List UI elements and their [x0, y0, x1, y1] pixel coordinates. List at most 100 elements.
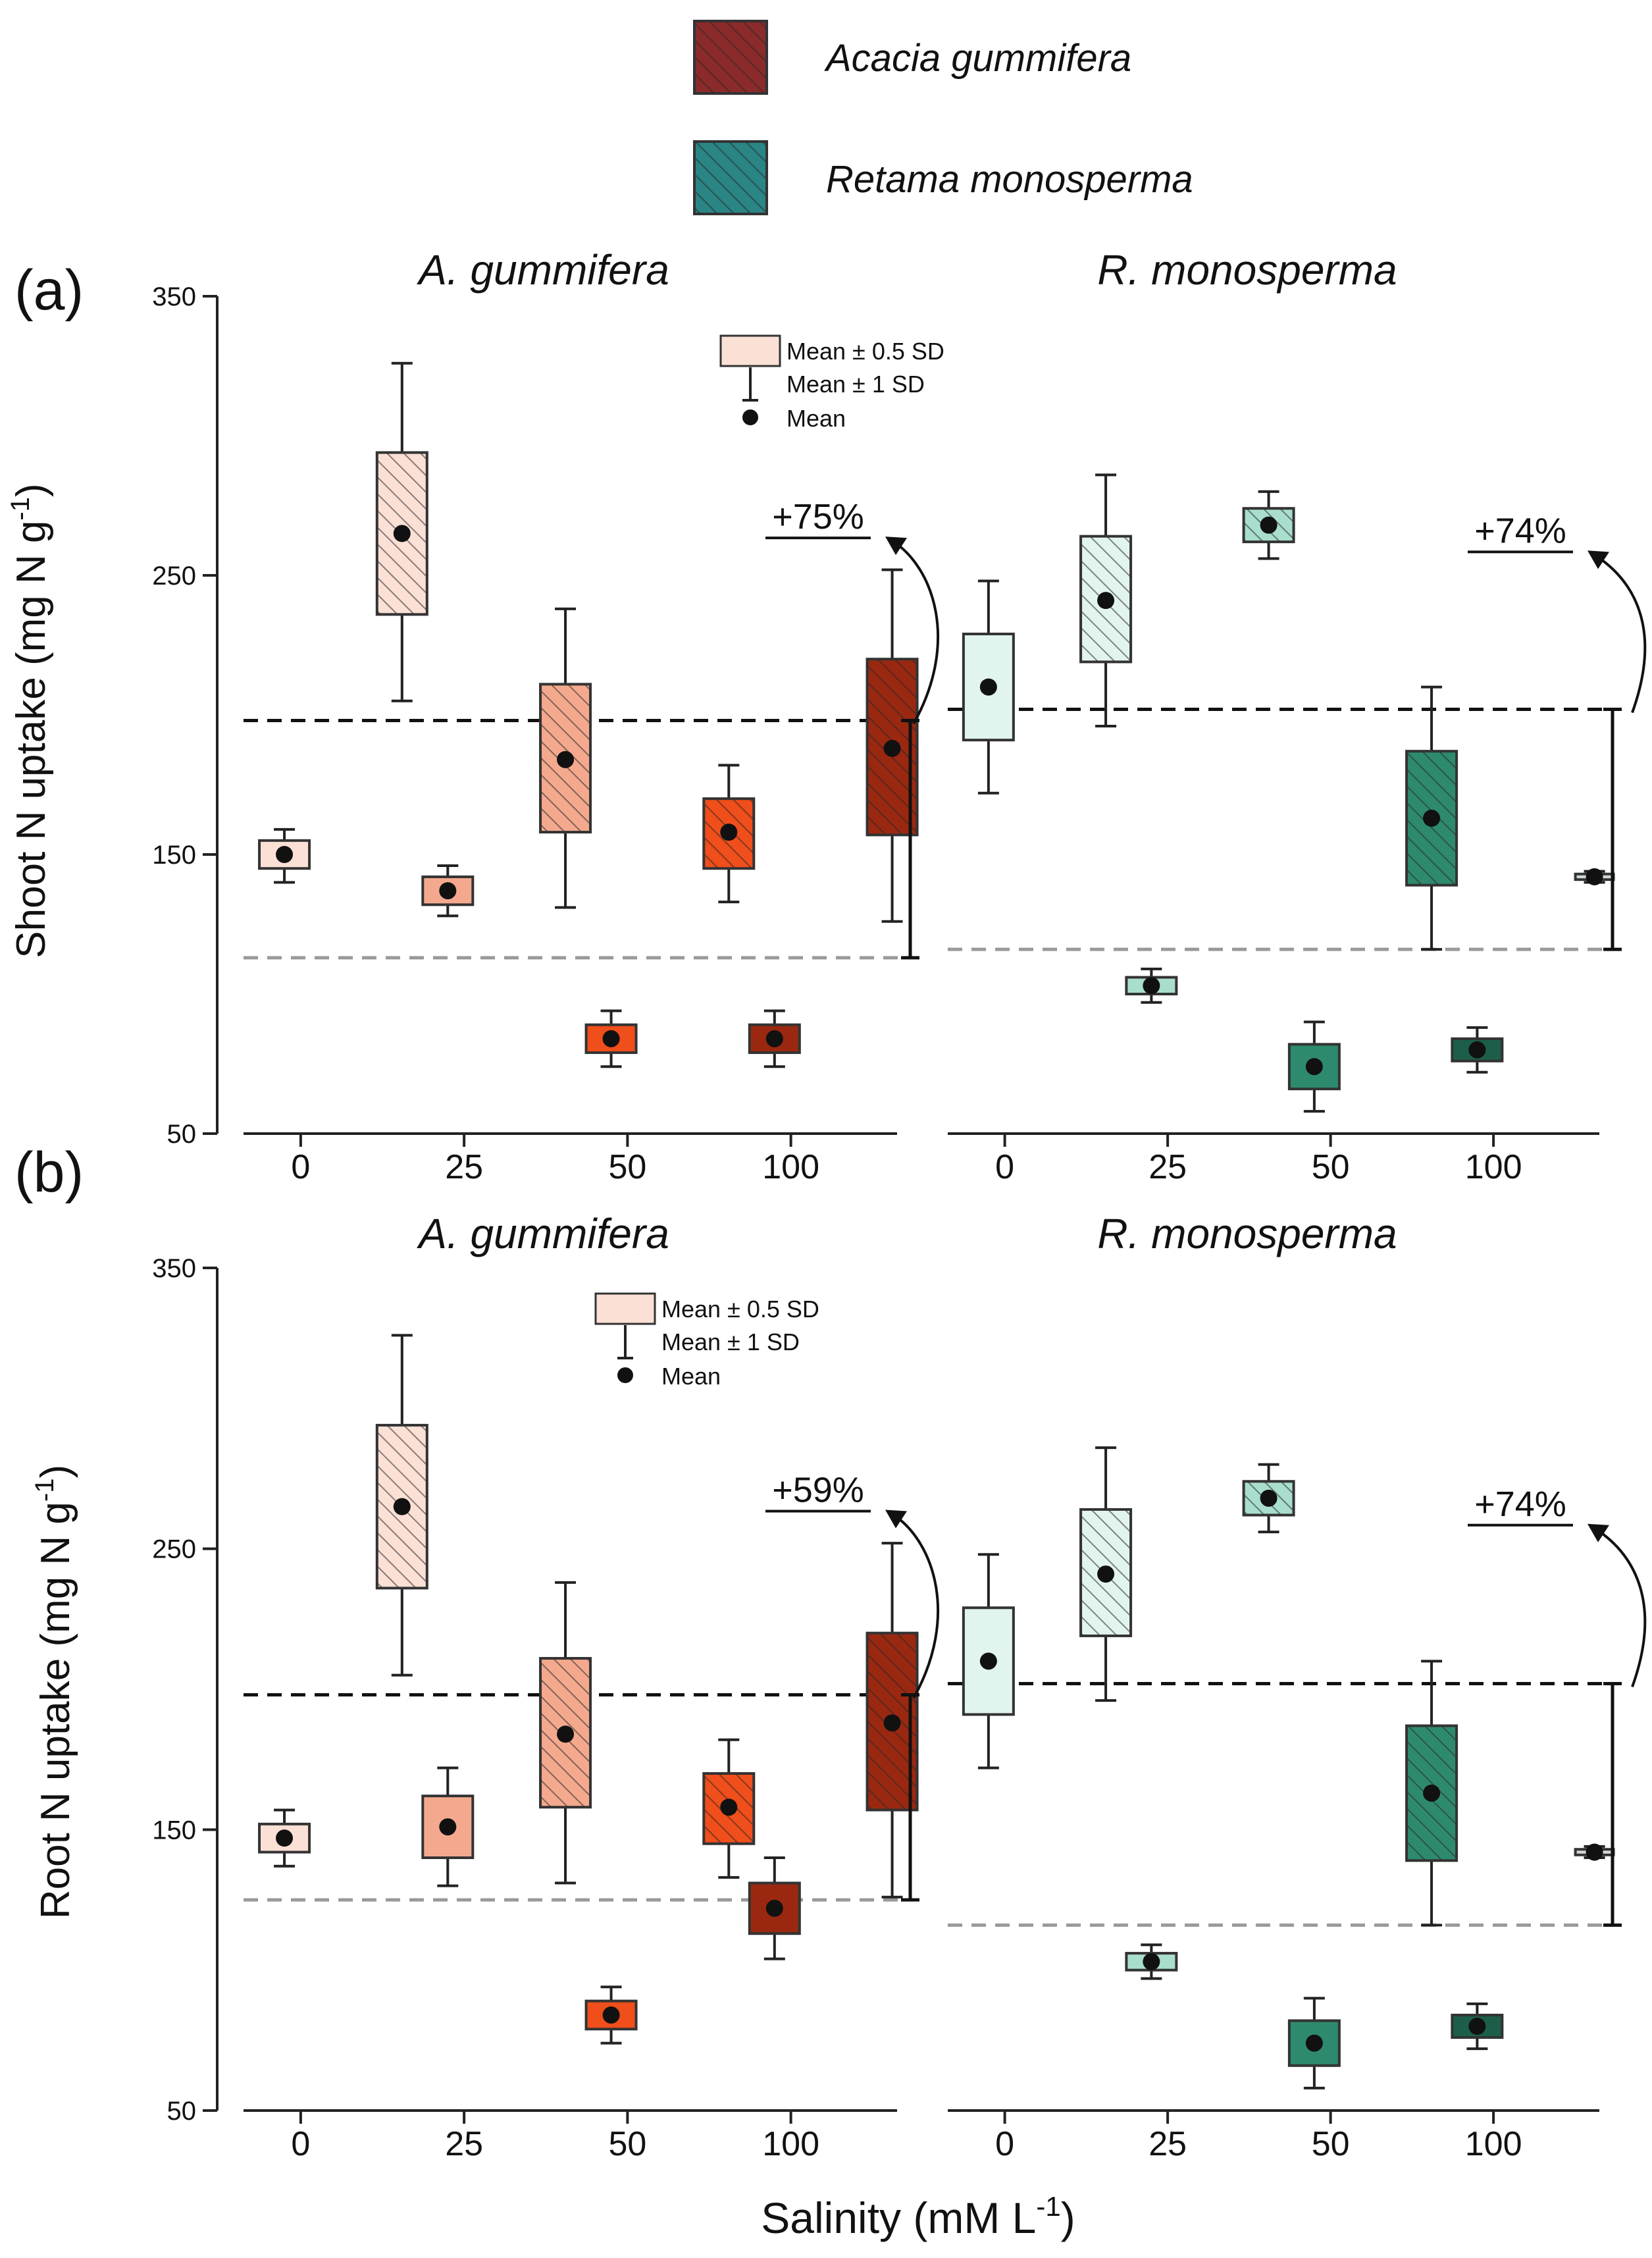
box-0-non-inoculated	[962, 579, 1015, 795]
box-0-inoculated	[1079, 473, 1133, 727]
subplot-title: R. monosperma	[1097, 246, 1397, 294]
mean-marker	[1586, 1843, 1603, 1861]
increase-label: +75%	[772, 497, 864, 537]
box-25-non-inoculated	[1125, 1943, 1178, 1980]
mean-marker	[439, 1818, 457, 1836]
mean-marker	[883, 1714, 901, 1732]
increase-arrowhead	[885, 1510, 907, 1529]
box-50-inoculated	[1405, 1660, 1458, 1927]
subplot-acacia: A. gummifera 0 25 50 100 +75%	[244, 246, 940, 1186]
y-tick-label: 150	[152, 1816, 196, 1845]
y-axis-label: Shoot N uptake (mg N g-1)	[6, 483, 54, 958]
box-25-inoculated	[539, 607, 592, 909]
mean-marker	[765, 1030, 783, 1047]
mean-marker	[602, 1030, 620, 1047]
box-0-non-inoculated	[258, 827, 311, 884]
mean-marker	[602, 2006, 620, 2024]
x-tick-label: 50	[608, 1148, 646, 1186]
mean-marker	[276, 846, 294, 863]
y-tick-label: 350	[152, 1254, 196, 1283]
box-100-non-inoculated	[1451, 1026, 1504, 1074]
mean-marker	[1423, 809, 1441, 827]
stat-legend: Mean ± 0.5 SD Mean ± 1 SD Mean	[594, 1292, 819, 1390]
x-tick-label: 100	[1465, 1148, 1522, 1186]
box-50-non-inoculated	[584, 1009, 638, 1068]
x-axis-label: Salinity (mM L-1)	[761, 2191, 1075, 2242]
mean-marker	[1260, 516, 1278, 534]
mean-marker	[1423, 1784, 1441, 1802]
box-25-non-inoculated	[421, 1766, 475, 1887]
box-100-inoculated	[1574, 1843, 1615, 1861]
stat-legend-whisker-label: Mean ± 1 SD	[787, 371, 925, 398]
box-50-non-inoculated	[1287, 1020, 1341, 1113]
y-axis-label: Root N uptake (mg N g-1)	[30, 1465, 78, 1919]
mean-marker	[557, 1725, 575, 1743]
x-tick-label: 100	[762, 2125, 819, 2163]
stat-legend-box-swatch	[719, 334, 781, 367]
mean-marker	[1260, 1489, 1278, 1507]
box-25-inoculated	[539, 1581, 592, 1885]
x-tick-label: 0	[995, 2125, 1014, 2163]
x-tick-label: 50	[1312, 1148, 1350, 1186]
legend-swatch-retama	[693, 140, 768, 215]
box-50-inoculated	[702, 1738, 756, 1879]
x-tick-label: 0	[291, 1148, 310, 1186]
mean-marker	[1468, 1041, 1486, 1059]
subplot-acacia: A. gummifera 0 25 50 100 +59%	[244, 1210, 940, 2163]
mean-marker	[1097, 592, 1115, 610]
mean-marker	[1305, 2034, 1323, 2052]
box-50-inoculated	[1405, 685, 1458, 951]
mean-marker	[979, 678, 997, 696]
subplot-title: R. monosperma	[1097, 1210, 1397, 1257]
x-tick-label: 50	[1312, 2125, 1350, 2163]
increase-label: +74%	[1474, 511, 1566, 550]
y-tick-label: 50	[167, 1120, 197, 1149]
mean-marker	[393, 1498, 411, 1515]
mean-marker	[1143, 1953, 1160, 1970]
increase-arrowhead	[1587, 1523, 1609, 1542]
mean-marker	[883, 739, 901, 757]
stat-legend-mean-label: Mean	[787, 405, 846, 432]
mean-marker	[979, 1652, 997, 1670]
subplot-retama: R. monosperma 0 25 50 100 +74%	[948, 246, 1647, 1186]
legend-label-acacia: Acacia gummifera	[824, 37, 1131, 80]
x-tick-label: 100	[762, 1148, 819, 1186]
box-50-non-inoculated	[584, 1985, 638, 2045]
box-25-non-inoculated	[1125, 967, 1178, 1004]
increase-arrowhead	[1587, 550, 1609, 569]
box-100-non-inoculated	[748, 1856, 801, 1960]
mean-marker	[1468, 2018, 1486, 2035]
stat-legend: Mean ± 0.5 SD Mean ± 1 SD Mean	[719, 334, 944, 432]
mean-marker	[557, 750, 575, 768]
panel-label: (b)	[14, 1141, 84, 1204]
mean-marker	[439, 882, 457, 900]
box-25-inoculated	[1242, 1463, 1295, 1534]
box-body	[584, 1999, 638, 2031]
box-50-inoculated	[702, 764, 756, 904]
x-tick-label: 25	[445, 2125, 483, 2163]
mean-marker	[720, 824, 738, 841]
species-legend: Acacia gummifera Retama monosperma	[693, 20, 1193, 215]
y-tick-label: 50	[167, 2097, 197, 2126]
stat-legend-mean-label: Mean	[661, 1363, 721, 1390]
panel-label: (a)	[14, 259, 84, 322]
increase-arrow	[1595, 554, 1647, 714]
box-0-inoculated	[375, 1334, 428, 1677]
mean-marker	[1586, 868, 1603, 885]
box-0-inoculated	[1079, 1446, 1133, 1702]
increase-arrowhead	[885, 537, 907, 556]
box-0-non-inoculated	[258, 1808, 311, 1868]
mean-marker	[1305, 1058, 1323, 1076]
increase-arrow	[892, 1513, 940, 1699]
increase-label: +59%	[772, 1470, 864, 1510]
stat-legend-whisker-label: Mean ± 1 SD	[661, 1328, 800, 1355]
legend-label-retama: Retama monosperma	[826, 158, 1193, 201]
increase-arrow	[892, 540, 940, 725]
box-25-inoculated	[1242, 490, 1295, 560]
legend-swatch-acacia	[693, 20, 768, 95]
stat-legend-box-label: Mean ± 0.5 SD	[661, 1296, 819, 1323]
box-100-non-inoculated	[748, 1009, 801, 1068]
box-25-non-inoculated	[421, 864, 475, 918]
subplot-title: A. gummifera	[416, 1210, 669, 1257]
